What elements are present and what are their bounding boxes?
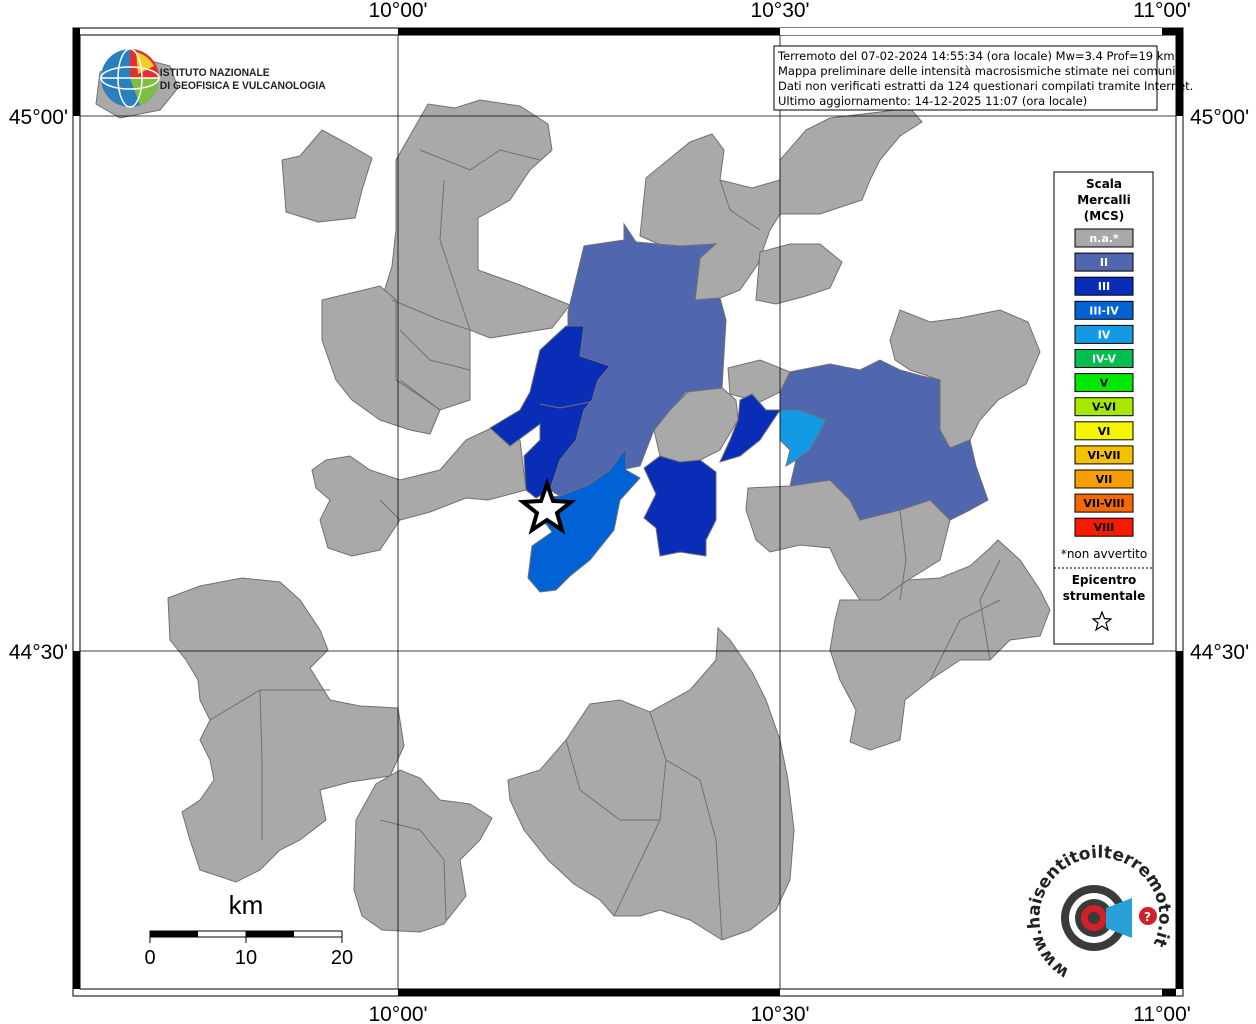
legend-swatch [1074, 421, 1134, 441]
legend-label: II [1100, 256, 1108, 269]
legend-label: VI-VII [1087, 449, 1120, 462]
legend-label: V-VI [1092, 401, 1116, 414]
legend-label: IV [1098, 328, 1111, 341]
header-line-1: Terremoto del 07-02-2024 14:55:34 (ora l… [777, 49, 1175, 63]
scale-tick-20: 20 [331, 947, 353, 969]
scale-bar: km 0 10 20 [144, 890, 353, 969]
bottom-label-1: 10°00' [368, 1003, 427, 1024]
legend-swatch [1074, 373, 1134, 393]
legend-swatch [1074, 228, 1134, 248]
legend-label: III [1098, 280, 1110, 293]
header-line-4: Ultimo aggiornamento: 14-12-2025 11:07 (… [778, 94, 1087, 108]
bottom-label-2: 10°30' [750, 1003, 809, 1024]
legend-swatch [1074, 469, 1134, 489]
graticule [80, 35, 1176, 989]
left-label-2: 44°30' [9, 641, 68, 664]
top-label-2: 10°30' [750, 0, 809, 22]
legend-title-3: (MCS) [1084, 209, 1125, 223]
svg-text:?: ? [1144, 910, 1151, 924]
logo-line-1: ISTITUTO NAZIONALE [160, 67, 270, 79]
legend-note: *non avvertito [1061, 547, 1147, 561]
epicenter-star [517, 477, 577, 535]
header-line-2: Mappa preliminare delle intensità macros… [778, 64, 1175, 78]
legend-swatch [1074, 252, 1134, 272]
legend-star-icon [1091, 610, 1113, 632]
legend-label: n.a.* [1089, 232, 1119, 245]
right-label-1: 45°00' [1190, 106, 1249, 129]
legend-label: III-IV [1089, 304, 1119, 317]
legend-label: VI [1098, 425, 1111, 438]
legend-label: VIII [1094, 521, 1115, 534]
frame-graduation [73, 28, 1183, 996]
legend: Scala Mercalli (MCS) n.a.*IIIIIIII-IVIVI… [1053, 171, 1154, 645]
legend-title-2: Mercalli [1077, 193, 1131, 207]
top-label-3: 11°00' [1133, 0, 1191, 22]
right-label-2: 44°30' [1190, 641, 1249, 664]
legend-swatch [1074, 324, 1134, 344]
legend-swatch [1074, 300, 1134, 320]
legend-label: VII [1096, 473, 1113, 486]
header-box: Terremoto del 07-02-2024 14:55:34 (ora l… [773, 45, 1193, 111]
bottom-label-3: 11°00' [1133, 1003, 1191, 1024]
legend-label: V [1100, 377, 1109, 390]
legend-swatch [1074, 445, 1134, 465]
top-label-1: 10°00' [368, 0, 427, 22]
legend-title-1: Scala [1086, 177, 1122, 191]
left-label-1: 45°00' [9, 106, 68, 129]
scale-unit: km [229, 890, 264, 920]
municipalities-not-felt [95, 57, 1051, 941]
municipalities-felt [489, 222, 989, 593]
ingv-logo: ISTITUTO NAZIONALE DI GEOFISICA E VULCAN… [100, 48, 326, 108]
legend-swatch [1074, 493, 1134, 513]
header-line-3: Dati non verificati estratti da 124 ques… [778, 79, 1193, 93]
legend-label: VII-VIII [1083, 497, 1124, 510]
legend-swatch [1074, 276, 1134, 296]
legend-epicenter-1: Epicentro [1072, 573, 1137, 587]
scale-tick-10: 10 [235, 947, 257, 969]
legend-swatch [1074, 349, 1134, 368]
legend-epicenter-2: strumentale [1063, 589, 1146, 603]
legend-label: IV-V [1092, 353, 1117, 366]
scale-tick-0: 0 [144, 947, 155, 969]
legend-swatch [1074, 517, 1134, 537]
logo-line-2: DI GEOFISICA E VULCANOLOGIA [160, 80, 326, 92]
legend-swatch [1074, 397, 1134, 417]
